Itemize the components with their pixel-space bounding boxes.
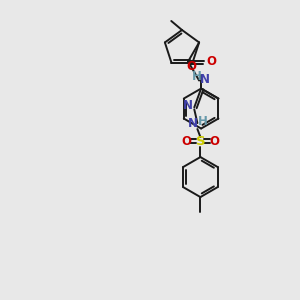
Text: N: N bbox=[188, 117, 197, 130]
Text: H: H bbox=[197, 115, 207, 128]
Text: O: O bbox=[187, 60, 196, 73]
Text: H: H bbox=[192, 70, 202, 83]
Text: N: N bbox=[200, 73, 210, 86]
Text: O: O bbox=[182, 135, 191, 148]
Text: N: N bbox=[183, 99, 193, 112]
Text: S: S bbox=[196, 135, 205, 148]
Text: O: O bbox=[206, 55, 216, 68]
Text: O: O bbox=[209, 135, 219, 148]
